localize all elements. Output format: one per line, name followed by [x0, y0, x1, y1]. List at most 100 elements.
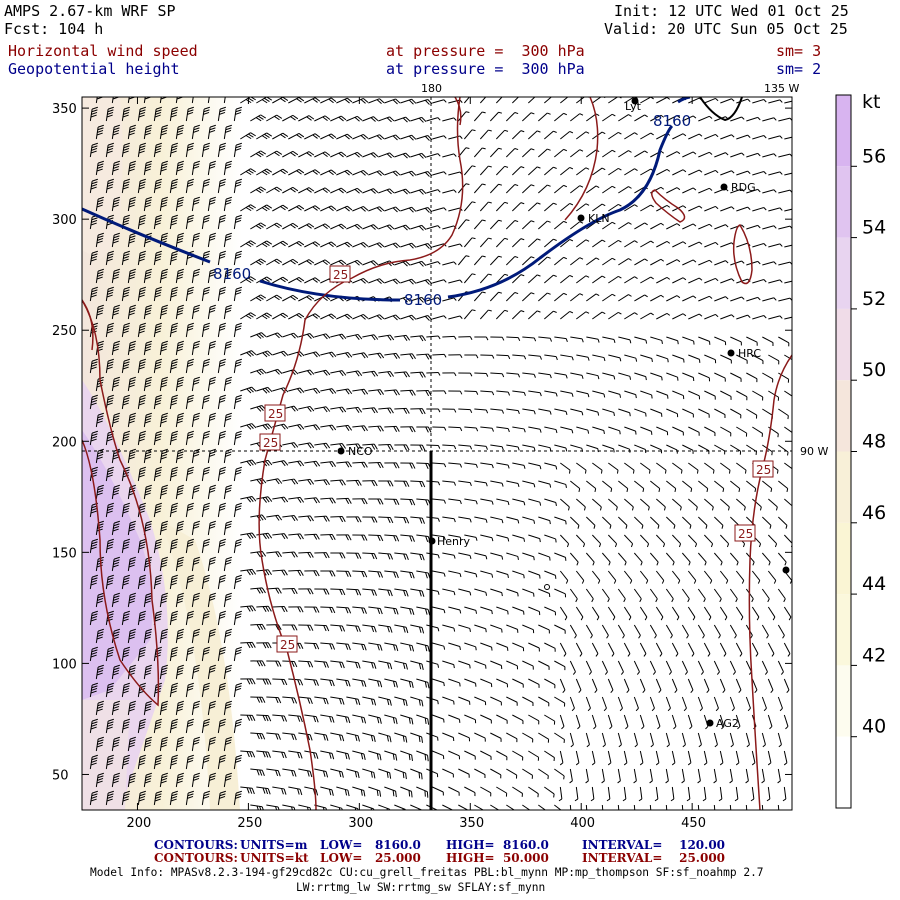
wind-barb: [736, 170, 751, 176]
wind-barb: [111, 772, 120, 788]
wind-barb: [175, 628, 184, 644]
wind-barb: [656, 498, 666, 511]
wind-barb: [330, 804, 343, 810]
wind-barb: [378, 660, 393, 670]
wind-barb: [121, 502, 130, 518]
wind-barb: [697, 732, 702, 748]
wind-barb: [320, 786, 334, 796]
wind-barb: [527, 238, 541, 248]
wind-barb: [719, 750, 724, 766]
wind-barb: [736, 314, 751, 320]
wind-barb: [298, 369, 315, 376]
wind-barb: [153, 430, 162, 446]
wind-barb: [457, 111, 470, 122]
wind-barb: [233, 430, 242, 446]
wind-barb: [105, 790, 114, 806]
wind-barb: [665, 696, 671, 712]
wind-barb: [634, 150, 648, 158]
wind-barb: [432, 207, 447, 212]
wind-barb: [618, 222, 632, 230]
wind-barb: [576, 275, 590, 284]
wind-barb: [378, 804, 391, 810]
colorbar-segment: [836, 237, 851, 309]
wind-barb: [569, 732, 574, 748]
wind-barb: [282, 150, 299, 158]
wind-barb: [624, 498, 634, 511]
wind-barb: [368, 786, 382, 797]
wind-barb: [746, 152, 761, 158]
wind-barb: [576, 426, 590, 434]
wind-barb: [442, 189, 457, 194]
wind-barb: [784, 208, 792, 212]
wind-barb: [394, 588, 409, 597]
wind-barb: [400, 570, 415, 579]
wind-barb: [618, 480, 629, 493]
wind-barb: [496, 426, 510, 433]
wind-barb: [655, 570, 665, 584]
wind-barb: [298, 515, 314, 522]
wind-barb: [681, 804, 684, 810]
wind-barb: [698, 223, 713, 230]
wind-barb: [320, 97, 337, 104]
wind-barb: [330, 370, 347, 377]
wind-barb: [288, 423, 305, 431]
wind-barb: [528, 714, 540, 725]
wind-barb: [720, 462, 731, 474]
wind-barb: [314, 515, 330, 522]
wind-barb: [666, 151, 681, 158]
wind-barb: [463, 201, 476, 212]
wind-barb: [623, 606, 632, 621]
wind-barb: [191, 124, 200, 140]
wind-barb: [362, 443, 378, 450]
wind-barb: [394, 260, 411, 267]
wind-barb: [346, 370, 363, 377]
wind-barb: [89, 646, 98, 662]
wind-barb: [384, 642, 399, 652]
wind-barb: [777, 624, 785, 639]
colorbar-segment: [836, 380, 851, 452]
wind-barb: [720, 206, 735, 212]
wind-barb: [602, 221, 616, 230]
wind-barb: [362, 660, 377, 669]
wind-barb: [527, 202, 541, 212]
wind-barb: [153, 286, 162, 302]
wind-barb: [362, 552, 378, 560]
wind-barb: [522, 588, 535, 597]
wind-barb: [464, 426, 479, 432]
wind-barb: [746, 116, 761, 122]
wind-barb: [698, 187, 713, 194]
colorbar-segment: [836, 166, 851, 238]
wind-barb: [320, 750, 335, 760]
wind-barb: [266, 514, 283, 521]
wind-barb: [384, 242, 401, 249]
wind-barb: [464, 786, 476, 797]
wind-barb: [633, 768, 637, 784]
wind-barb: [544, 642, 556, 652]
wind-barb: [639, 642, 647, 657]
wind-barb: [336, 133, 353, 140]
wind-barb: [618, 186, 632, 194]
wind-barb: [105, 250, 114, 266]
wind-barb: [527, 310, 541, 320]
wind-barb: [394, 334, 411, 341]
wind-barb: [448, 390, 463, 395]
wind-barb: [143, 196, 152, 212]
wind-barb: [463, 237, 476, 248]
wind-barb: [410, 116, 427, 123]
wind-barb: [560, 390, 574, 397]
wind-barb: [416, 678, 430, 689]
wind-barb: [457, 219, 470, 230]
wind-barb: [105, 754, 114, 770]
wind-barb: [665, 516, 676, 529]
wind-barb: [650, 408, 663, 417]
wind-barb: [426, 189, 441, 194]
wind-barb: [719, 606, 728, 621]
wind-barb: [250, 660, 266, 667]
wind-barb: [697, 660, 704, 675]
wind-barb: [479, 129, 492, 140]
wind-barb: [95, 448, 104, 464]
wind-barb: [272, 786, 287, 795]
wind-barb: [634, 294, 648, 302]
wind-barb: [336, 678, 351, 687]
wind-barb: [127, 376, 136, 392]
